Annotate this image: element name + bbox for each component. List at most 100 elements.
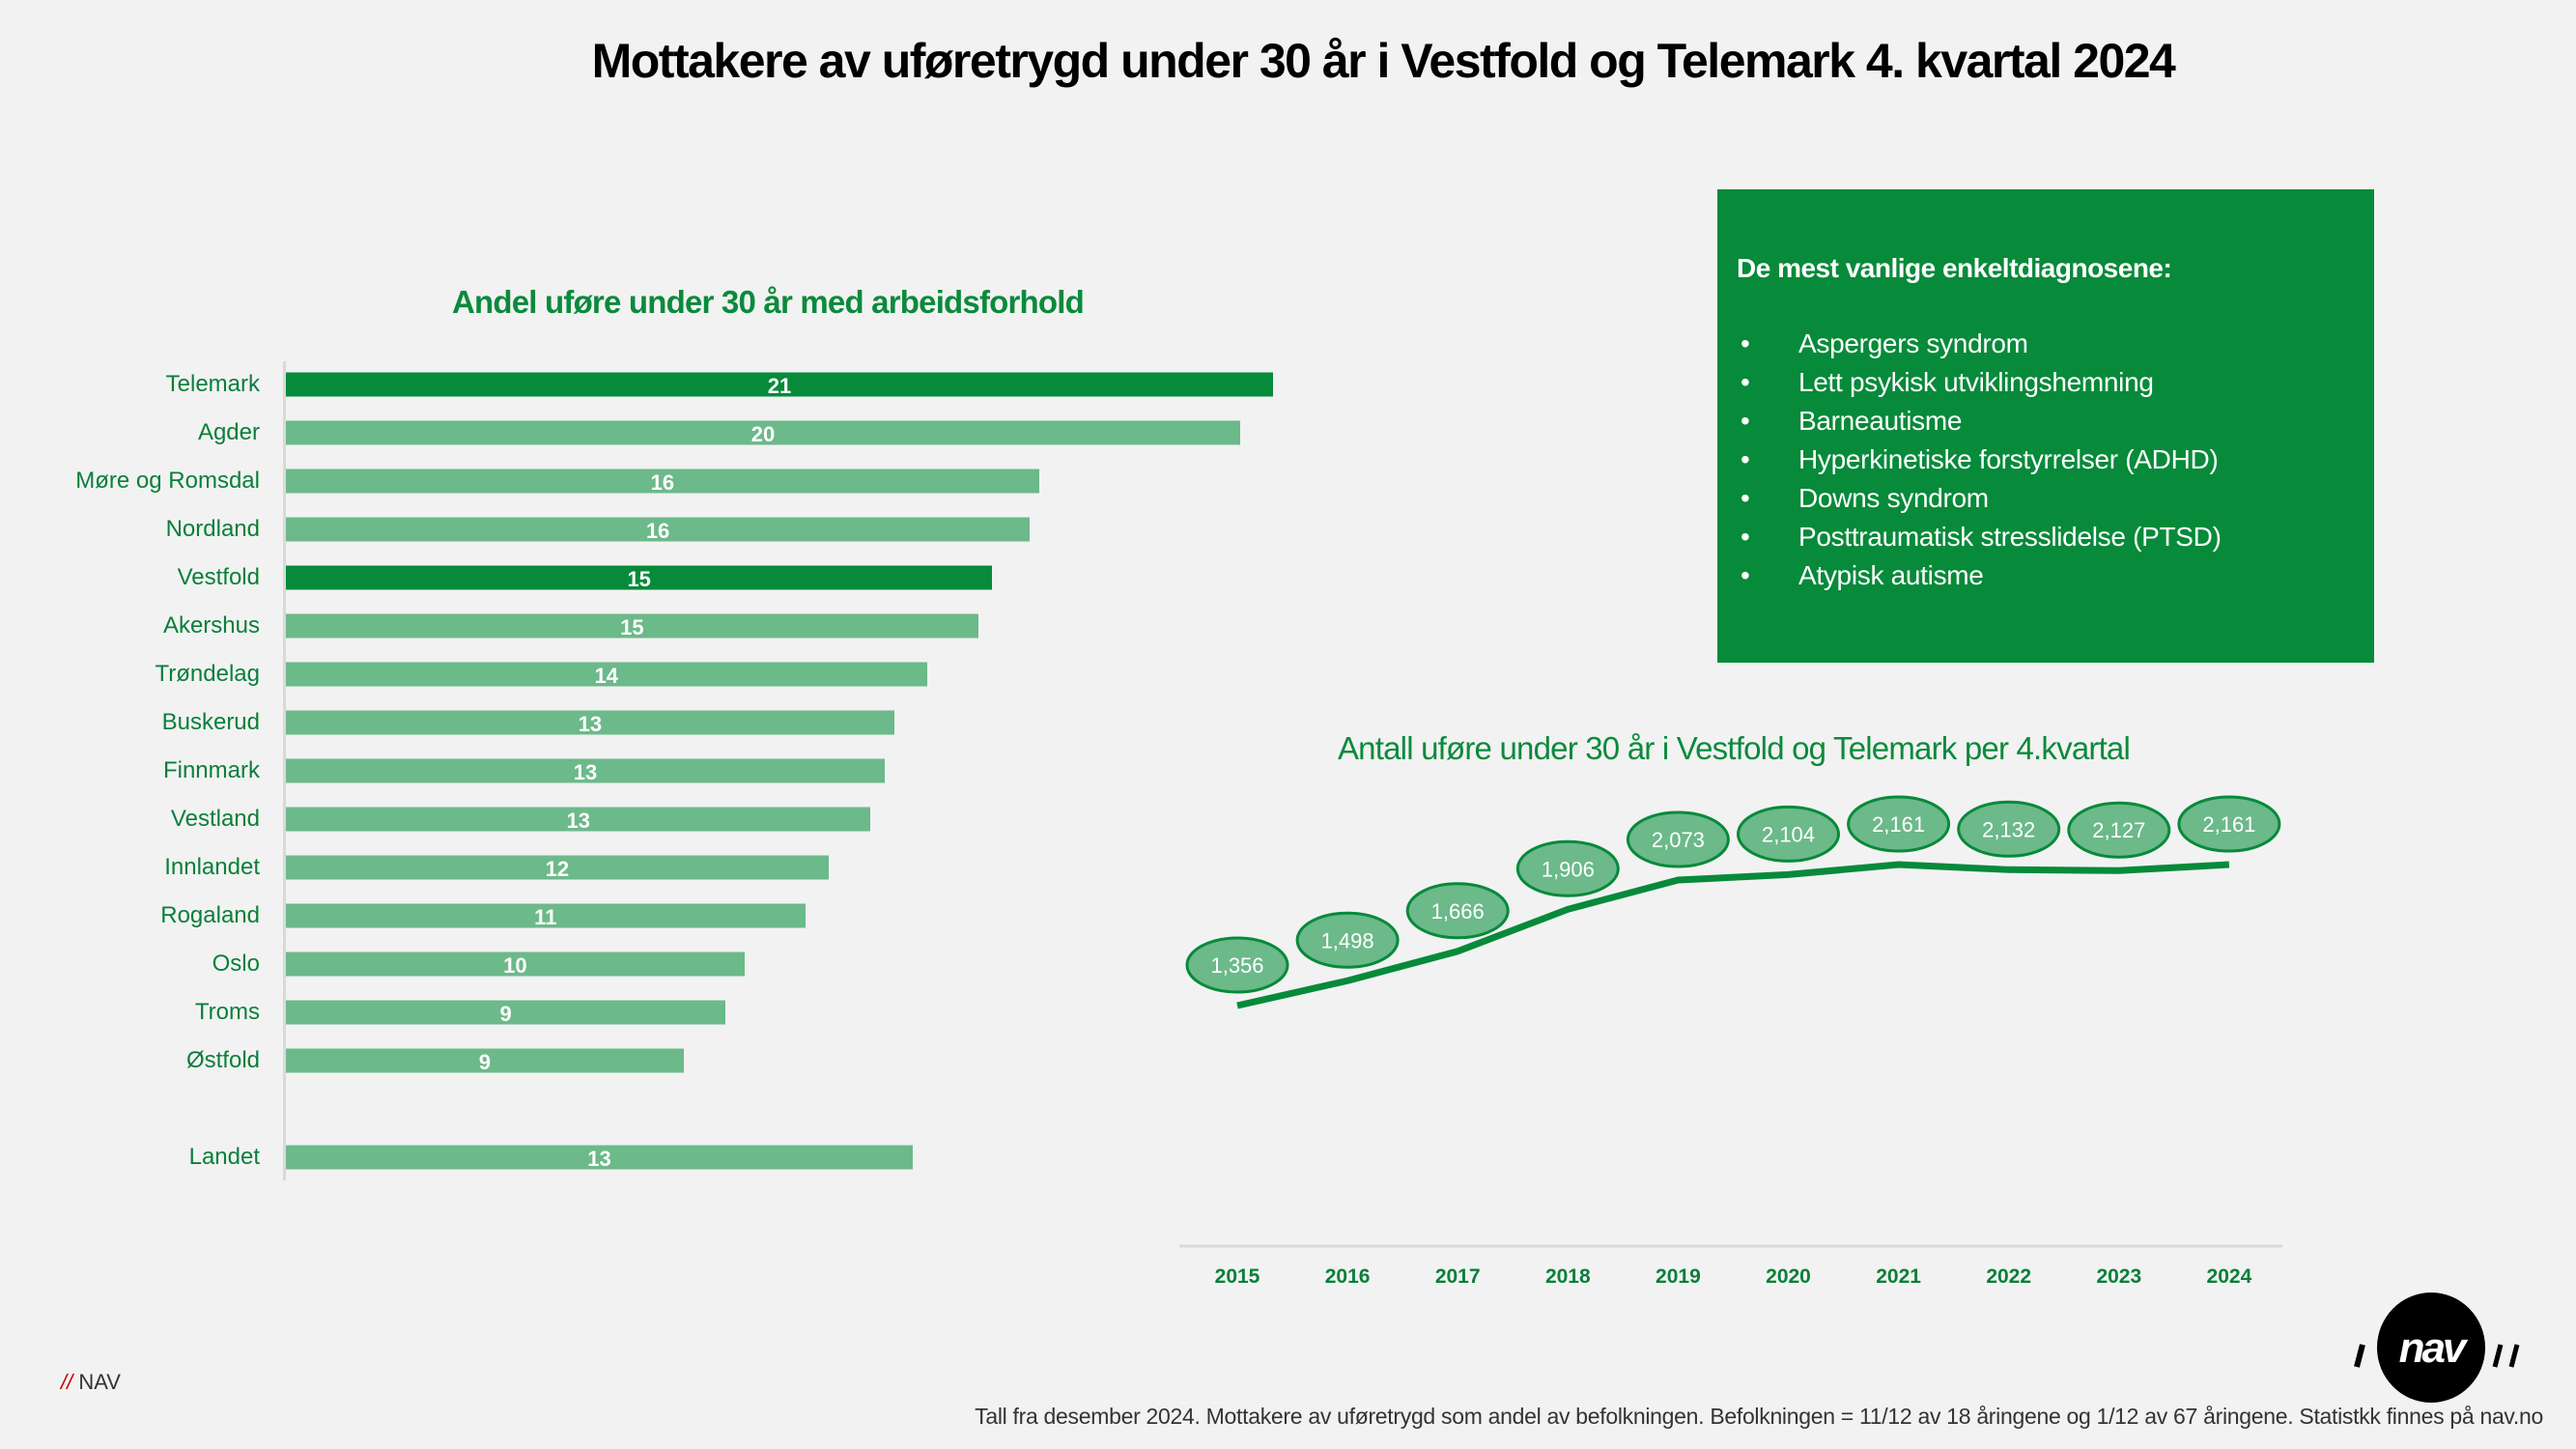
diagnosis-item: • Lett psykisk utviklingshemning: [1741, 367, 2154, 398]
data-label-bubble: 1,498: [1295, 911, 1400, 969]
diagnosis-item: • Hyperkinetiske forstyrrelser (ADHD): [1741, 444, 2219, 475]
nav-text: NAV: [78, 1370, 121, 1394]
data-point: [1737, 805, 1840, 863]
data-point: [1626, 810, 1730, 868]
x-tick-label: 2020: [1766, 1265, 1811, 1288]
bar-data-label: 12: [545, 857, 570, 881]
category-label: Buskerud: [161, 709, 260, 735]
category-label: Telemark: [165, 371, 260, 397]
data-label-bubble: 1,906: [1515, 839, 1620, 897]
bullet: •: [1741, 444, 1750, 474]
diagnosis-label: Posttraumatisk stresslidelse (PTSD): [1798, 522, 2222, 552]
diagnosis-item: • Atypisk autisme: [1741, 560, 1984, 591]
nav-slashes: //: [61, 1370, 73, 1394]
bar: [286, 710, 894, 735]
bar-data-label: 9: [499, 1002, 512, 1026]
data-point: [1405, 882, 1510, 940]
series-line: [1236, 861, 2230, 1009]
diagnosis-label: Barneautisme: [1798, 406, 1963, 436]
bar: [286, 469, 1039, 494]
bar: [286, 517, 1031, 542]
x-tick-label: 2019: [1656, 1265, 1701, 1288]
category-label: Nordland: [165, 516, 260, 542]
bar-data-label: 13: [566, 809, 590, 833]
data-label: 2,132: [1982, 817, 2035, 841]
x-tick-label: 2016: [1324, 1265, 1371, 1288]
data-point: [1515, 839, 1620, 897]
bar: [286, 807, 871, 832]
x-tick-label: 2024: [2206, 1265, 2252, 1288]
x-tick-label: 2018: [1544, 1265, 1591, 1288]
bullet: •: [1741, 483, 1750, 513]
bar-data-label: 15: [627, 567, 651, 591]
bullet: •: [1741, 560, 1750, 590]
data-label: 2,161: [1872, 812, 1925, 837]
diagnosis-label: Downs syndrom: [1798, 483, 1989, 513]
data-label: 1,498: [1321, 928, 1374, 952]
data-label: 1,356: [1210, 953, 1263, 978]
bar-data-label: 14: [594, 664, 619, 688]
x-tick-label: 2015: [1214, 1265, 1260, 1288]
data-label: 1,906: [1542, 857, 1595, 881]
bar: [286, 1048, 684, 1073]
data-label-bubble: 2,161: [1847, 795, 1951, 853]
bar-data-label: 10: [503, 953, 527, 978]
diagnosis-item: • Posttraumatisk stresslidelse (PTSD): [1741, 522, 2222, 553]
bar: [286, 758, 885, 783]
category-label: Oslo: [212, 951, 260, 977]
data-point: [2177, 795, 2281, 853]
data-label-bubble: 1,666: [1405, 882, 1510, 940]
bar-chart-title: Andel uføre under 30 år med arbeidsforho…: [451, 284, 1085, 320]
footer-note: Tall fra desember 2024. Mottakere av ufø…: [975, 1404, 2543, 1429]
line-chart-title: Antall uføre under 30 år i Vestfold og T…: [1337, 730, 2131, 766]
data-point: [1847, 795, 1951, 853]
bar: [286, 613, 978, 639]
data-label-bubble: 2,161: [2177, 795, 2281, 853]
x-tick-label: 2022: [1986, 1265, 2032, 1288]
data-point: [1295, 911, 1400, 969]
diagnosis-item: • Downs syndrom: [1741, 483, 1989, 514]
category-label: Agder: [197, 419, 260, 445]
bar: [286, 855, 829, 880]
data-label-bubble: 2,073: [1626, 810, 1730, 868]
category-label: Østfold: [185, 1047, 260, 1073]
bullet: •: [1741, 522, 1750, 552]
category-label: Rogaland: [160, 902, 260, 928]
category-label: Akershus: [162, 612, 260, 639]
bar: [286, 1000, 726, 1025]
bullet: •: [1741, 406, 1750, 436]
diagnoses-heading: De mest vanlige enkeltdiagnosene:: [1737, 253, 2172, 283]
diagnosis-item: • Aspergers syndrom: [1741, 328, 2028, 359]
data-label: 1,666: [1431, 899, 1485, 923]
bar: [286, 372, 1273, 397]
bar-data-label: 9: [478, 1050, 491, 1074]
data-label-bubble: 2,127: [2067, 801, 2171, 859]
nav-footer-label: // NAV: [61, 1370, 121, 1395]
data-label: 2,127: [2092, 818, 2145, 842]
bar-data-label: 13: [578, 712, 603, 736]
bar: [286, 903, 806, 928]
category-label: Landet: [188, 1144, 260, 1170]
diagnosis-label: Lett psykisk utviklingshemning: [1798, 367, 2154, 397]
bar: [286, 420, 1241, 445]
x-tick-label: 2017: [1434, 1265, 1481, 1288]
diagnoses-box: De mest vanlige enkeltdiagnosene: • Asper…: [1717, 189, 2374, 663]
bullet: •: [1741, 367, 1750, 397]
category-label: Innlandet: [164, 854, 260, 880]
bar: [286, 952, 745, 977]
data-point: [1185, 936, 1289, 994]
data-label: 2,104: [1762, 822, 1815, 846]
category-label: Finnmark: [162, 757, 260, 783]
category-label: Vestfold: [177, 564, 260, 590]
bar-chart-axis: [283, 361, 286, 1180]
nav-logo: nav: [2354, 1293, 2520, 1403]
category-label: Møre og Romsdal: [75, 468, 260, 494]
bar-data-label: 15: [620, 615, 644, 639]
bar-data-label: 20: [750, 422, 776, 446]
bullet: •: [1741, 328, 1750, 358]
bar-data-label: 21: [767, 374, 792, 398]
bar: [286, 1145, 914, 1170]
svg-text:nav: nav: [2399, 1324, 2469, 1372]
data-label-bubble: 2,132: [1957, 800, 2061, 858]
